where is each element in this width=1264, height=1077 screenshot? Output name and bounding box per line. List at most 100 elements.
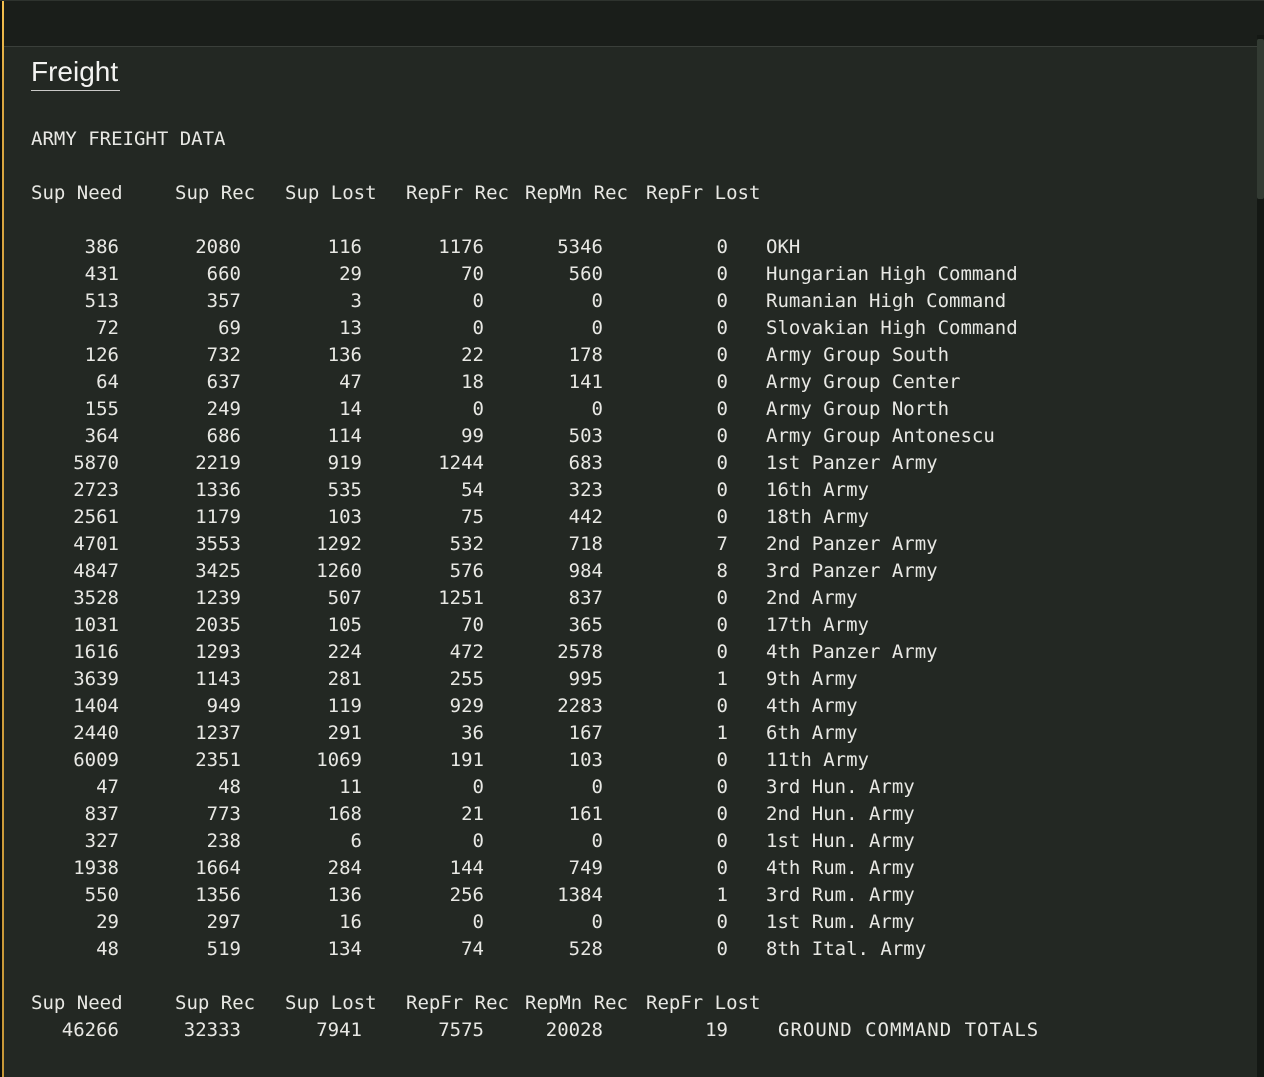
- cell-command-name: 6th Army: [766, 722, 858, 744]
- cell-sup-rec: 2219: [195, 452, 241, 474]
- cell-command-name: 9th Army: [766, 668, 858, 690]
- cell-repfr-lost: 7: [716, 533, 728, 555]
- cell-sup-rec: 2080: [195, 236, 241, 258]
- cell-repmn-rec: 528: [568, 938, 603, 960]
- cell-repmn-rec: 560: [568, 263, 603, 285]
- cell-sup-need: 3639: [73, 668, 119, 690]
- cell-sup-need: 3528: [73, 587, 119, 609]
- cell-sup-lost: 291: [327, 722, 362, 744]
- table-row: 386 2080 116 1176 5346 0 OKH: [31, 234, 1264, 261]
- cell-repmn-rec: 0: [591, 911, 603, 933]
- column-header-row: Sup Need Sup Rec Sup Lost RepFr Rec RepMn Re…: [31, 180, 1264, 207]
- cell-sup-lost: 136: [327, 344, 362, 366]
- cell-repfr-rec: 532: [449, 533, 484, 555]
- cell-sup-need: 5870: [73, 452, 119, 474]
- cell-repfr-lost: 0: [716, 506, 728, 528]
- cell-repmn-rec: 2283: [557, 695, 603, 717]
- cell-command-name: 17th Army: [766, 614, 869, 636]
- cell-sup-rec: 297: [206, 911, 241, 933]
- table-row: 4701 3553 1292 532 718 7 2nd Panzer Army: [31, 531, 1264, 558]
- cell-repfr-lost: 0: [716, 290, 728, 312]
- cell-sup-lost: 11: [339, 776, 362, 798]
- cell-repmn-rec: 749: [568, 857, 603, 879]
- cell-repmn-rec: 837: [568, 587, 603, 609]
- cell-repfr-lost: 0: [716, 614, 728, 636]
- scrollbar-thumb[interactable]: [1257, 39, 1264, 199]
- cell-sup-need: 4847: [73, 560, 119, 582]
- cell-repfr-rec: 22: [461, 344, 484, 366]
- cell-sup-lost: 1292: [316, 533, 362, 555]
- cell-repfr-rec: 70: [461, 614, 484, 636]
- army-freight-table: ARMY FREIGHT DATA Sup Need Sup Rec Sup Los…: [31, 126, 1264, 1044]
- table-row: 2723 1336 535 54 323 0 16th Army: [31, 477, 1264, 504]
- cell-sup-lost: 224: [327, 641, 362, 663]
- cell-command-name: 16th Army: [766, 479, 869, 501]
- table-row: 513 357 3 0 0 0 Rumanian High Command: [31, 288, 1264, 315]
- cell-repfr-lost: 0: [716, 857, 728, 879]
- cell-sup-rec: 3425: [195, 560, 241, 582]
- cell-sup-need: 47: [96, 776, 119, 798]
- cell-repfr-rec: 21: [461, 803, 484, 825]
- total-repfr-lost: 19: [705, 1019, 728, 1041]
- column-header-repmn-rec: RepMn Rec: [525, 992, 628, 1014]
- cell-repfr-rec: 54: [461, 479, 484, 501]
- title-row: Freight: [31, 1, 1264, 91]
- table-row: 327 238 6 0 0 0 1st Hun. Army: [31, 828, 1264, 855]
- column-header-repfr-rec: RepFr Rec: [406, 182, 509, 204]
- cell-sup-need: 2561: [73, 506, 119, 528]
- table-row: 72 69 13 0 0 0 Slovakian High Command: [31, 315, 1264, 342]
- table-row: 364 686 114 99 503 0 Army Group Antonescu: [31, 423, 1264, 450]
- table-row: 1938 1664 284 144 749 0 4th Rum. Army: [31, 855, 1264, 882]
- cell-sup-rec: 660: [206, 263, 241, 285]
- cell-repfr-rec: 36: [461, 722, 484, 744]
- table-row: 837 773 168 21 161 0 2nd Hun. Army: [31, 801, 1264, 828]
- cell-command-name: 3rd Rum. Army: [766, 884, 915, 906]
- column-header-sup-rec: Sup Rec: [175, 992, 256, 1014]
- cell-repfr-lost: 0: [716, 263, 728, 285]
- table-row: 155 249 14 0 0 0 Army Group North: [31, 396, 1264, 423]
- report-heading: ARMY FREIGHT DATA: [31, 128, 226, 150]
- cell-repmn-rec: 0: [591, 776, 603, 798]
- cell-command-name: 2nd Hun. Army: [766, 803, 915, 825]
- cell-command-name: Slovakian High Command: [766, 317, 1018, 339]
- cell-sup-rec: 773: [206, 803, 241, 825]
- cell-sup-rec: 1356: [195, 884, 241, 906]
- cell-sup-rec: 686: [206, 425, 241, 447]
- cell-repfr-rec: 255: [449, 668, 484, 690]
- cell-sup-lost: 284: [327, 857, 362, 879]
- table-row: 5870 2219 919 1244 683 0 1st Panzer Army: [31, 450, 1264, 477]
- cell-sup-lost: 116: [327, 236, 362, 258]
- cell-repmn-rec: 2578: [557, 641, 603, 663]
- cell-command-name: OKH: [766, 236, 801, 258]
- cell-sup-lost: 105: [327, 614, 362, 636]
- page-title[interactable]: Freight: [31, 56, 121, 91]
- cell-repfr-rec: 1244: [438, 452, 484, 474]
- cell-repfr-rec: 74: [461, 938, 484, 960]
- cell-sup-lost: 136: [327, 884, 362, 906]
- cell-sup-rec: 69: [218, 317, 241, 339]
- cell-sup-rec: 249: [206, 398, 241, 420]
- cell-repmn-rec: 161: [568, 803, 603, 825]
- cell-sup-lost: 14: [339, 398, 362, 420]
- cell-sup-lost: 103: [327, 506, 362, 528]
- cell-repfr-lost: 0: [716, 425, 728, 447]
- cell-command-name: Rumanian High Command: [766, 290, 1007, 312]
- cell-repmn-rec: 683: [568, 452, 603, 474]
- cell-sup-rec: 949: [206, 695, 241, 717]
- cell-repfr-lost: 0: [716, 776, 728, 798]
- table-row: 4847 3425 1260 576 984 8 3rd Panzer Army: [31, 558, 1264, 585]
- cell-repfr-lost: 0: [716, 452, 728, 474]
- scrollbar[interactable]: [1257, 35, 1264, 1077]
- table-row: 2440 1237 291 36 167 1 6th Army: [31, 720, 1264, 747]
- column-header-repfr-lost: RepFr Lost: [646, 992, 761, 1014]
- cell-sup-rec: 1237: [195, 722, 241, 744]
- cell-sup-rec: 1336: [195, 479, 241, 501]
- cell-repfr-rec: 0: [472, 317, 484, 339]
- cell-repmn-rec: 141: [568, 371, 603, 393]
- cell-repmn-rec: 995: [568, 668, 603, 690]
- cell-repfr-lost: 0: [716, 911, 728, 933]
- cell-sup-need: 1938: [73, 857, 119, 879]
- cell-command-name: 3rd Panzer Army: [766, 560, 938, 582]
- cell-sup-lost: 13: [339, 317, 362, 339]
